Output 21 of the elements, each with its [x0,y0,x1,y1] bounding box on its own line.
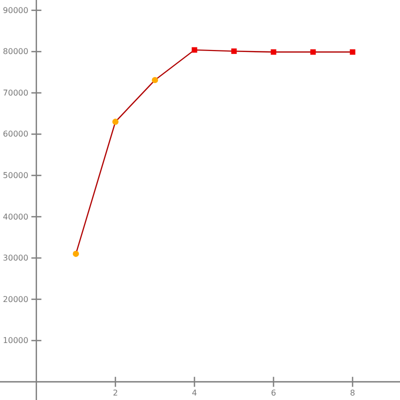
y-tick-label: 90000 [2,6,28,15]
point [310,49,316,55]
point [152,77,158,84]
point [231,48,237,54]
y-tick-label: 70000 [2,88,28,98]
point [112,118,119,125]
x-tick-label: 8 [350,388,356,398]
point [72,250,79,257]
x-tick-label: 4 [192,388,198,398]
y-tick-label: 60000 [2,130,28,139]
y-tick-label: 10000 [2,336,28,346]
y-tick-label: 30000 [2,254,28,263]
y-tick-label: 50000 [2,171,28,180]
x-tick-label: 2 [112,388,118,398]
point [192,47,198,53]
y-tick-label: 40000 [2,212,28,222]
point [270,49,276,55]
point [350,49,356,55]
x-tick-label: 6 [270,388,276,398]
y-tick-label: 20000 [2,294,28,304]
y-tick-label: 80000 [2,47,28,56]
